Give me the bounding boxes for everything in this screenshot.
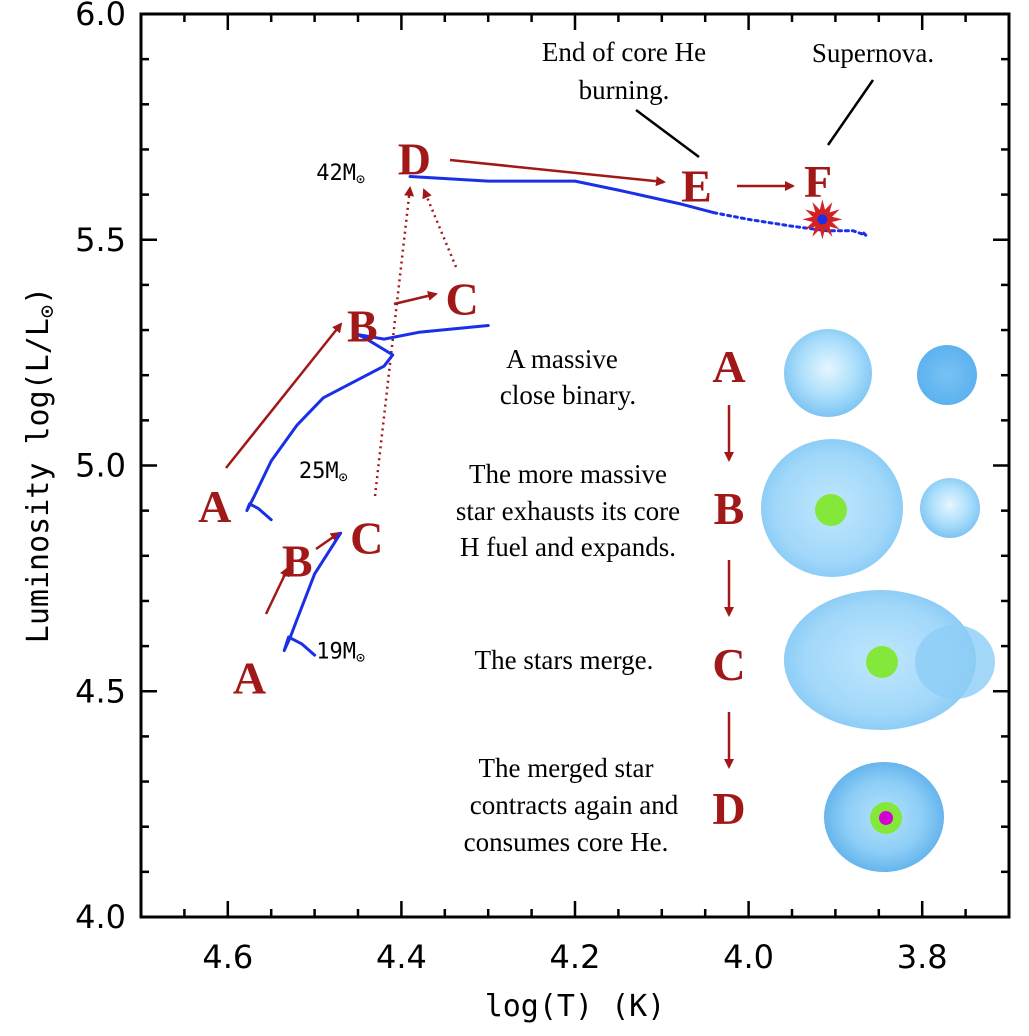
- x-axis-title: log(T) (K): [485, 989, 666, 1024]
- arrow-25-b-c: [393, 290, 438, 306]
- legend-desc-c-1: The stars merge.: [475, 645, 654, 675]
- y-tick-label: 5.5: [75, 221, 126, 259]
- star-a-secondary-icon: [917, 345, 977, 405]
- star-b-core-icon: [815, 494, 847, 526]
- stage-label-c: C: [350, 513, 383, 564]
- star-b-companion-icon: [920, 478, 980, 538]
- x-tick-label: 4.6: [202, 938, 253, 976]
- legend-desc-d-3: consumes core He.: [464, 827, 669, 857]
- supernova-icon: [802, 199, 843, 240]
- legend-letter-d: D: [712, 783, 745, 834]
- legend-desc-b-2: star exhausts its core: [456, 496, 680, 526]
- stage-label-b: B: [282, 535, 313, 586]
- stage-label-a: A: [198, 481, 231, 532]
- annotation-end-he-1: End of core He: [542, 37, 706, 67]
- evolution-arrows: [225, 158, 795, 615]
- annotation-pointer-e: [635, 108, 700, 159]
- stage-label-a: A: [233, 653, 266, 704]
- stage-label-d: D: [398, 133, 431, 184]
- legend-desc-b-1: The more massive: [469, 459, 667, 489]
- legend: A massive close binary. A The more massi…: [456, 329, 995, 872]
- legend-desc-b-3: H fuel and expands.: [460, 532, 676, 562]
- annotation-end-he-2: burning.: [579, 75, 670, 105]
- annotation-supernova: Supernova.: [812, 38, 934, 68]
- legend-desc-a-1: A massive: [506, 344, 618, 374]
- arrow-19-a-b: [264, 566, 290, 615]
- stage-label-f: F: [804, 156, 832, 207]
- star-c-companion-icon: [915, 625, 995, 699]
- stage-label-b: B: [347, 301, 378, 352]
- mass-label: 42M⊙: [316, 161, 365, 188]
- track-line: [282, 531, 343, 657]
- x-tick-label: 3.8: [897, 938, 948, 976]
- legend-desc-d-1: The merged star: [479, 753, 654, 783]
- mass-label: 25M⊙: [299, 459, 348, 486]
- x-tick-label: 4.0: [723, 938, 774, 976]
- arrow-19-b-c: [315, 531, 341, 551]
- star-c-core-icon: [866, 646, 898, 678]
- stage-label-c: C: [446, 273, 479, 324]
- mass-label: 19M⊙: [316, 640, 365, 667]
- track-line: [408, 175, 716, 215]
- legend-letter-b: B: [714, 483, 745, 534]
- track-line: [245, 324, 490, 522]
- star-a-primary-icon: [784, 329, 872, 417]
- annotation-pointer-f: [826, 79, 875, 146]
- legend-desc-a-2: close binary.: [500, 380, 636, 410]
- axis-tick-labels: 4.6 4.4 4.2 4.0 3.8 4.0 4.5 5.0 5.5 6.0: [75, 0, 948, 976]
- stage-label-e: E: [681, 161, 712, 212]
- y-tick-label: 4.0: [75, 898, 126, 936]
- track-line-dotted: [712, 211, 868, 237]
- y-axis-title: Luminosity log(L/L⊙): [21, 287, 60, 643]
- legend-letter-a: A: [712, 341, 745, 392]
- legend-desc-d-2: contracts again and: [470, 790, 679, 820]
- y-tick-label: 6.0: [75, 0, 126, 33]
- mass-labels: 42M⊙ 25M⊙ 19M⊙: [299, 161, 365, 667]
- x-tick-label: 4.2: [550, 938, 601, 976]
- star-d-core-c-icon: [879, 811, 893, 825]
- arrow-25c-d-dotted: [373, 186, 415, 497]
- axis-ticks: [139, 12, 1011, 919]
- x-tick-label: 4.4: [376, 938, 427, 976]
- arrow-c-d-dotted: [422, 188, 458, 268]
- arrow-d-e: [449, 158, 666, 187]
- evolution-tracks: [245, 175, 868, 657]
- legend-letter-c: C: [712, 639, 745, 690]
- y-tick-label: 4.5: [75, 672, 126, 710]
- arrow-25-a-b: [225, 322, 343, 469]
- y-tick-label: 5.0: [75, 447, 126, 485]
